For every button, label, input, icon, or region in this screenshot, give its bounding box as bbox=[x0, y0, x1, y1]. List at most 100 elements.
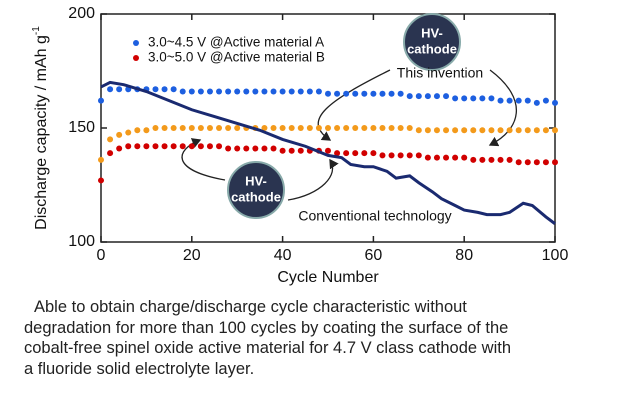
data-point bbox=[188, 88, 195, 95]
data-point bbox=[552, 99, 558, 106]
data-point bbox=[397, 152, 404, 159]
data-point bbox=[506, 156, 513, 163]
legend-label: 3.0~4.5 V @Active material A bbox=[148, 35, 324, 50]
x-tick-label: 100 bbox=[542, 247, 569, 264]
data-point bbox=[170, 86, 177, 93]
data-point bbox=[343, 150, 350, 157]
data-point bbox=[161, 86, 168, 93]
data-point bbox=[470, 95, 477, 102]
data-point bbox=[334, 125, 341, 131]
data-point bbox=[533, 159, 540, 166]
data-point bbox=[397, 125, 404, 131]
data-point bbox=[143, 127, 150, 134]
data-point bbox=[261, 125, 268, 131]
data-point bbox=[524, 97, 531, 104]
y-label-text: Discharge capacity / mAh g bbox=[33, 35, 50, 230]
data-point bbox=[152, 86, 159, 93]
data-point bbox=[179, 125, 186, 131]
annotation-caption: This invention bbox=[397, 65, 483, 81]
data-point bbox=[406, 125, 413, 131]
data-point bbox=[470, 127, 477, 134]
data-point bbox=[206, 143, 213, 150]
data-point bbox=[406, 152, 413, 159]
x-tick-label: 20 bbox=[183, 247, 201, 264]
annotation-text: cathode bbox=[231, 189, 281, 204]
data-point bbox=[361, 125, 368, 131]
data-point bbox=[288, 147, 295, 154]
data-point bbox=[279, 147, 286, 154]
data-point bbox=[234, 125, 241, 131]
data-point bbox=[433, 127, 440, 134]
data-point bbox=[325, 90, 331, 97]
data-point bbox=[297, 125, 304, 131]
data-point bbox=[134, 143, 141, 150]
data-point bbox=[179, 88, 186, 95]
data-point bbox=[497, 156, 504, 163]
data-point bbox=[515, 159, 522, 166]
annotation-circle bbox=[227, 161, 285, 219]
data-point bbox=[315, 88, 322, 95]
data-point bbox=[116, 145, 123, 152]
data-point bbox=[488, 95, 495, 102]
data-point bbox=[524, 127, 531, 134]
data-point bbox=[334, 150, 341, 157]
data-point bbox=[415, 127, 422, 134]
data-point bbox=[306, 88, 313, 95]
data-point bbox=[542, 97, 549, 104]
data-point bbox=[542, 159, 549, 166]
data-point bbox=[325, 125, 331, 131]
data-point bbox=[125, 143, 132, 150]
data-point bbox=[297, 147, 304, 154]
data-point bbox=[288, 125, 295, 131]
data-point bbox=[533, 127, 540, 134]
x-tick-label: 0 bbox=[97, 247, 106, 264]
data-point bbox=[216, 143, 223, 150]
data-point bbox=[161, 143, 168, 150]
data-point bbox=[424, 154, 431, 161]
annotation-text: cathode bbox=[407, 41, 457, 56]
data-point bbox=[452, 154, 459, 161]
data-point bbox=[261, 88, 268, 95]
data-point bbox=[461, 154, 468, 161]
data-point bbox=[497, 127, 504, 134]
data-point bbox=[388, 90, 395, 97]
arrow bbox=[317, 69, 391, 141]
data-point bbox=[533, 99, 540, 106]
data-point bbox=[270, 125, 277, 131]
y-tick-label: 150 bbox=[68, 119, 95, 136]
data-point bbox=[452, 127, 459, 134]
data-point bbox=[497, 97, 504, 104]
data-point bbox=[98, 177, 104, 184]
data-point bbox=[552, 127, 558, 134]
data-point bbox=[515, 97, 522, 104]
data-point bbox=[98, 97, 104, 104]
data-point bbox=[107, 136, 114, 143]
data-point bbox=[361, 150, 368, 157]
data-point bbox=[433, 154, 440, 161]
x-tick-label: 40 bbox=[274, 247, 292, 264]
y-tick-label: 200 bbox=[68, 5, 95, 22]
data-point bbox=[98, 156, 104, 163]
data-point bbox=[433, 93, 440, 100]
data-point bbox=[134, 127, 141, 134]
data-point bbox=[406, 93, 413, 100]
data-point bbox=[107, 150, 114, 157]
data-point bbox=[443, 127, 450, 134]
data-point bbox=[524, 159, 531, 166]
data-point bbox=[461, 127, 468, 134]
data-point bbox=[415, 93, 422, 100]
data-point bbox=[188, 143, 195, 150]
data-point bbox=[379, 90, 386, 97]
data-point bbox=[506, 97, 513, 104]
data-point bbox=[206, 88, 213, 95]
y-tick-label: 100 bbox=[68, 233, 95, 250]
data-point bbox=[197, 143, 204, 150]
data-point bbox=[397, 90, 404, 97]
data-point bbox=[488, 127, 495, 134]
data-point bbox=[125, 129, 132, 136]
data-point bbox=[343, 125, 350, 131]
legend-marker bbox=[133, 40, 139, 46]
data-point bbox=[279, 125, 286, 131]
legend-marker bbox=[133, 55, 139, 61]
data-point bbox=[343, 90, 350, 97]
